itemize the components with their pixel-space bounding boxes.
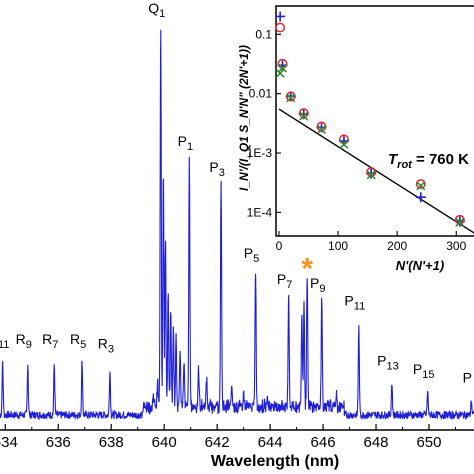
x-tick-label: 634 (0, 434, 18, 451)
inset-fit-annotation: Trot = 760 K (388, 151, 469, 171)
inset-point-plus (275, 11, 286, 22)
peak-label: R3 (98, 335, 114, 355)
inset-point-x (299, 111, 309, 121)
inset-point-circle (275, 22, 286, 33)
inset-point-x (275, 68, 285, 78)
inset-point-x (277, 63, 288, 73)
inset-y-axis-title: I_N'/(I_Q1 S_N'N" (2N'+1)) (237, 45, 251, 191)
spectrum-line (0, 29, 474, 421)
x-tick-label: 644 (258, 434, 283, 451)
peak-label: P11 (344, 292, 365, 312)
inset-y-tick-label: 0.1 (255, 27, 272, 41)
x-axis-title: Wavelength (nm) (211, 453, 339, 470)
inset-x-tick-label: 100 (328, 239, 348, 253)
inset-point-circle (285, 91, 296, 102)
inset-x-axis-title: N'(N'+1) (396, 258, 444, 273)
inset-point-x (366, 170, 376, 180)
x-tick-label: 640 (152, 434, 177, 451)
inset-point-plus (285, 91, 296, 102)
inset-y-tick-label: 0.01 (249, 87, 273, 101)
peak-label: P (463, 370, 472, 386)
inset-plot: 1E-4 1E-3 0.01 0.1 0 100 200 300 Trot = 760 K N'(… (237, 5, 474, 273)
peak-label: R5 (70, 331, 86, 351)
x-tick-label: 642 (205, 434, 230, 451)
peak-label: P3 (209, 159, 224, 179)
inset-x-tick-label: 200 (387, 239, 407, 253)
peak-label: Q1 (148, 0, 165, 20)
inset-point-x (339, 139, 349, 149)
inset-point-x (286, 93, 296, 103)
peak-label: R9 (16, 331, 32, 351)
inset-point-circle (316, 121, 327, 132)
inset-point-circle (415, 179, 426, 190)
x-tick-label: 650 (416, 434, 441, 451)
inset-x-tick-label: 300 (446, 239, 466, 253)
peak-label: R11 (0, 331, 9, 351)
inset-point-circle (454, 214, 465, 225)
inset-point-x (316, 124, 327, 134)
inset-x-tick-label: 0 (276, 239, 283, 253)
inset-point-circle (366, 166, 377, 177)
x-tick-label: 638 (99, 434, 124, 451)
peak-label: P13 (377, 353, 399, 373)
peak-label: P9 (310, 275, 325, 295)
inset-point-plus (415, 192, 426, 203)
star-marker: * (301, 252, 313, 285)
peak-label: P7 (277, 271, 292, 291)
x-tick-label: 646 (311, 434, 336, 451)
inset-fit-line (278, 108, 474, 234)
x-tick-label: 648 (364, 434, 389, 451)
peak-label: P1 (178, 133, 193, 153)
peak-label: P15 (413, 361, 435, 381)
inset-point-circle (298, 108, 309, 119)
peak-label: P5 (244, 245, 259, 265)
inset-y-tick-label: 1E-3 (247, 146, 273, 160)
inset-y-tick-label: 1E-4 (247, 205, 273, 219)
x-tick-label: 636 (46, 434, 71, 451)
peak-label: R7 (42, 331, 58, 351)
inset-point-x (455, 217, 465, 227)
inset-point-x (416, 181, 426, 191)
inset-frame (275, 5, 474, 237)
